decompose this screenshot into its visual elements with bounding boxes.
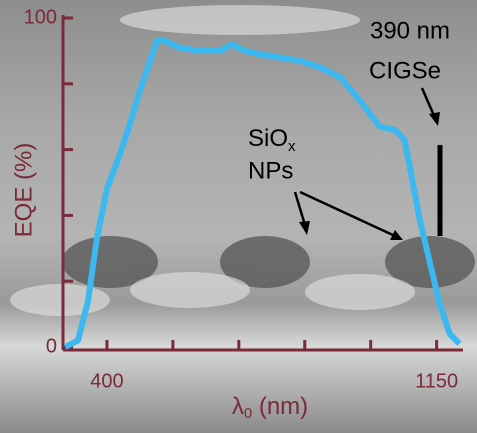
y-tick-label: 100 xyxy=(24,6,57,28)
x-label-part: λ xyxy=(232,393,244,420)
particles-sub: x xyxy=(288,138,296,155)
material-label: CIGSe xyxy=(369,57,441,84)
arrows xyxy=(293,87,440,240)
x-tick-label: 400 xyxy=(90,370,123,392)
sem-particles xyxy=(62,236,475,288)
x-tick-label: 1150 xyxy=(415,370,458,392)
y-tick-label: 0 xyxy=(46,335,57,357)
y-axis-label: EQE (%) xyxy=(10,143,37,238)
scale-label: 390 nm xyxy=(370,17,450,44)
eqe-line xyxy=(63,38,462,350)
particles-part: SiO xyxy=(248,125,288,152)
x-label-sub: 0 xyxy=(244,405,252,422)
particles-label: NPs xyxy=(248,157,293,184)
x-axis-label: λ0 (nm) xyxy=(232,393,308,422)
particles-label: SiOx xyxy=(248,125,296,155)
x-label-part: (nm) xyxy=(252,393,308,420)
